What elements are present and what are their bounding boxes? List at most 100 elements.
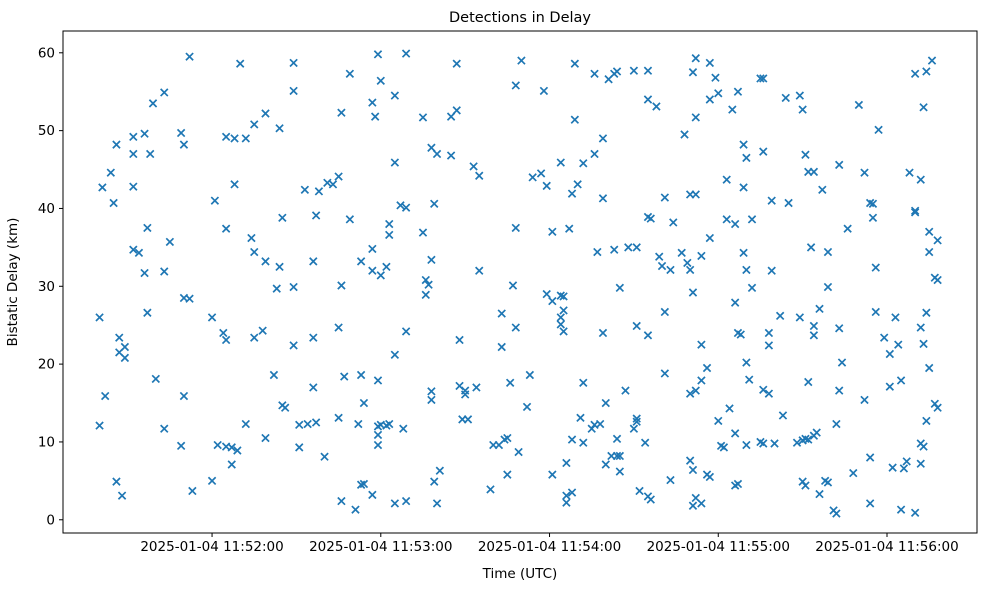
scatter-marker xyxy=(427,255,436,265)
scatter-markers xyxy=(95,49,942,518)
scatter-marker xyxy=(666,265,675,275)
scatter-marker xyxy=(733,479,743,489)
scatter-marker xyxy=(275,124,284,133)
scatter-marker xyxy=(615,467,625,476)
scatter-marker xyxy=(148,99,158,108)
scatter-marker xyxy=(764,341,774,350)
scatter-marker xyxy=(227,460,236,469)
scatter-marker xyxy=(691,190,700,199)
scatter-marker xyxy=(143,308,152,317)
scatter-marker xyxy=(598,134,608,143)
scatter-marker xyxy=(356,370,366,380)
scatter-marker xyxy=(910,206,920,215)
scatter-marker xyxy=(801,434,810,444)
scatter-marker xyxy=(261,109,270,118)
scatter-marker xyxy=(185,294,194,303)
chart-title: Detections in Delay xyxy=(449,10,591,26)
scatter-marker xyxy=(933,236,942,245)
scatter-marker xyxy=(579,159,588,168)
scatter-marker xyxy=(792,438,802,447)
scatter-marker xyxy=(269,370,279,380)
scatter-marker xyxy=(497,342,506,352)
scatter-marker xyxy=(328,180,338,189)
scatter-marker xyxy=(556,320,565,329)
scatter-marker xyxy=(823,282,833,292)
scatter-marker xyxy=(418,228,428,237)
scatter-marker xyxy=(424,280,433,289)
scatter-marker xyxy=(432,149,442,159)
scatter-marker xyxy=(767,266,776,275)
y-tick-label: 10 xyxy=(38,434,55,450)
scatter-marker xyxy=(109,198,118,208)
scatter-marker xyxy=(514,447,523,457)
scatter-marker xyxy=(390,91,400,100)
scatter-marker xyxy=(919,442,928,451)
scatter-marker xyxy=(745,375,754,384)
scatter-marker xyxy=(368,98,377,107)
scatter-marker xyxy=(230,134,239,143)
scatter-marker xyxy=(697,499,706,508)
scatter-marker xyxy=(309,257,318,266)
scatter-marker xyxy=(759,385,768,394)
scatter-marker xyxy=(798,105,807,114)
scatter-marker xyxy=(685,389,695,398)
scatter-marker xyxy=(601,398,610,408)
scatter-marker xyxy=(160,424,169,433)
scatter-marker xyxy=(669,218,678,227)
scatter-marker xyxy=(730,219,740,229)
scatter-marker xyxy=(747,283,757,293)
scatter-marker xyxy=(98,183,107,192)
scatter-marker xyxy=(345,215,355,224)
scatter-marker xyxy=(567,435,577,444)
scatter-marker xyxy=(612,451,622,461)
scatter-marker xyxy=(843,224,852,233)
y-tick-label: 20 xyxy=(38,357,55,373)
scatter-marker xyxy=(373,430,383,440)
scatter-marker xyxy=(725,404,734,413)
scatter-marker xyxy=(854,100,864,110)
scatter-marker xyxy=(241,419,251,429)
scatter-marker xyxy=(570,59,580,68)
scatter-marker xyxy=(334,323,343,332)
scatter-marker xyxy=(115,333,124,342)
scatter-marker xyxy=(475,171,484,180)
scatter-marker xyxy=(275,262,284,272)
scatter-marker xyxy=(421,275,430,285)
scatter-marker xyxy=(548,227,557,237)
scatter-marker xyxy=(885,382,895,391)
scatter-marker xyxy=(601,460,610,469)
scatter-marker xyxy=(556,313,565,322)
scatter-marker xyxy=(390,350,400,359)
scatter-marker xyxy=(207,476,217,486)
scatter-marker xyxy=(879,333,889,342)
scatter-marker xyxy=(511,223,520,233)
scatter-marker xyxy=(452,59,461,68)
scatter-marker xyxy=(455,335,464,345)
scatter-marker xyxy=(615,451,625,461)
scatter-marker xyxy=(660,369,670,378)
scatter-marker xyxy=(714,416,723,426)
scatter-marker xyxy=(250,247,259,257)
scatter-marker xyxy=(185,52,194,61)
scatter-marker xyxy=(697,376,706,385)
scatter-marker xyxy=(542,181,551,191)
scatter-marker xyxy=(691,54,700,63)
scatter-marker xyxy=(579,438,588,447)
scatter-marker xyxy=(910,508,920,517)
scatter-marker xyxy=(759,147,768,156)
scatter-marker xyxy=(247,233,256,243)
scatter-marker xyxy=(688,465,698,475)
scatter-marker xyxy=(834,160,844,170)
scatter-marker xyxy=(221,224,231,233)
scatter-marker xyxy=(120,353,130,363)
scatter-marker xyxy=(562,491,571,500)
scatter-marker xyxy=(179,391,189,401)
scatter-marker xyxy=(894,340,903,349)
scatter-marker xyxy=(359,479,369,489)
scatter-marker xyxy=(767,196,776,205)
scatter-marker xyxy=(643,66,653,75)
scatter-marker xyxy=(376,76,385,86)
scatter-marker xyxy=(685,456,695,465)
scatter-marker xyxy=(688,68,698,77)
scatter-marker xyxy=(888,463,897,472)
